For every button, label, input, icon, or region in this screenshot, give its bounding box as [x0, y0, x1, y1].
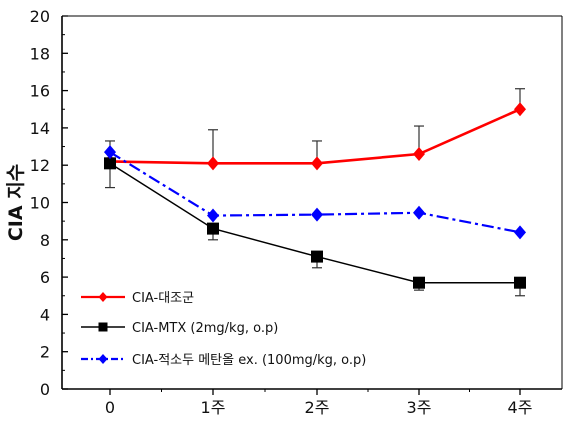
data-point: [207, 222, 219, 235]
legend-label: CIA-MTX (2mg/kg, o.p): [132, 321, 278, 336]
legend: CIA-대조군 CIA-MTX (2mg/kg, o.p) CIA-적소두 메탄올 …: [81, 291, 366, 368]
y-tick-label: 14: [30, 119, 50, 138]
legend-swatch-marker: [98, 354, 108, 364]
legend-swatch-marker: [98, 292, 108, 302]
data-point: [514, 276, 526, 289]
series-group: [104, 88, 526, 171]
x-tick-label: 2주: [305, 398, 330, 417]
y-tick-label: 18: [30, 44, 50, 63]
data-point: [413, 147, 425, 162]
series-line: [109, 162, 520, 284]
y-tick-label: 20: [30, 7, 50, 26]
data-point: [207, 208, 219, 223]
y-tick-label: 6: [40, 268, 50, 287]
y-tick-label: 16: [30, 82, 50, 101]
x-tick-label: 1주: [201, 398, 226, 417]
series-group: [104, 140, 526, 240]
data-point: [104, 157, 116, 170]
data-point: [207, 156, 219, 171]
y-tick-label: 4: [40, 305, 50, 324]
data-point: [514, 102, 526, 117]
data-point: [514, 225, 526, 240]
y-tick-label: 8: [40, 231, 50, 250]
data-point: [311, 156, 323, 171]
y-tick-label: 2: [40, 343, 50, 362]
y-tick-label: 0: [40, 380, 50, 399]
series-layer: [104, 88, 526, 297]
axes: 0 2 4 6 8 10 12 14 16 18 20 0 1주 2주 3주 4주 CIA 지수: [5, 7, 563, 417]
legend-swatch-marker: [98, 322, 108, 332]
series-line: [109, 108, 521, 165]
x-tick-label: 0: [105, 398, 115, 417]
y-tick-label: 12: [30, 156, 50, 175]
x-tick-label: 4주: [508, 398, 533, 417]
legend-label: CIA-대조군: [132, 291, 194, 306]
data-point: [311, 207, 323, 222]
legend-label: CIA-적소두 메탄올 ex. (100mg/kg, o.p): [132, 353, 366, 368]
data-point: [104, 145, 116, 160]
y-tick-label: 10: [30, 194, 50, 213]
data-point: [413, 205, 425, 220]
x-tick-label: 3주: [407, 398, 432, 417]
data-point: [311, 250, 323, 263]
series-group: [104, 157, 526, 297]
y-axis-label: CIA 지수: [5, 164, 27, 241]
data-point: [413, 276, 425, 289]
